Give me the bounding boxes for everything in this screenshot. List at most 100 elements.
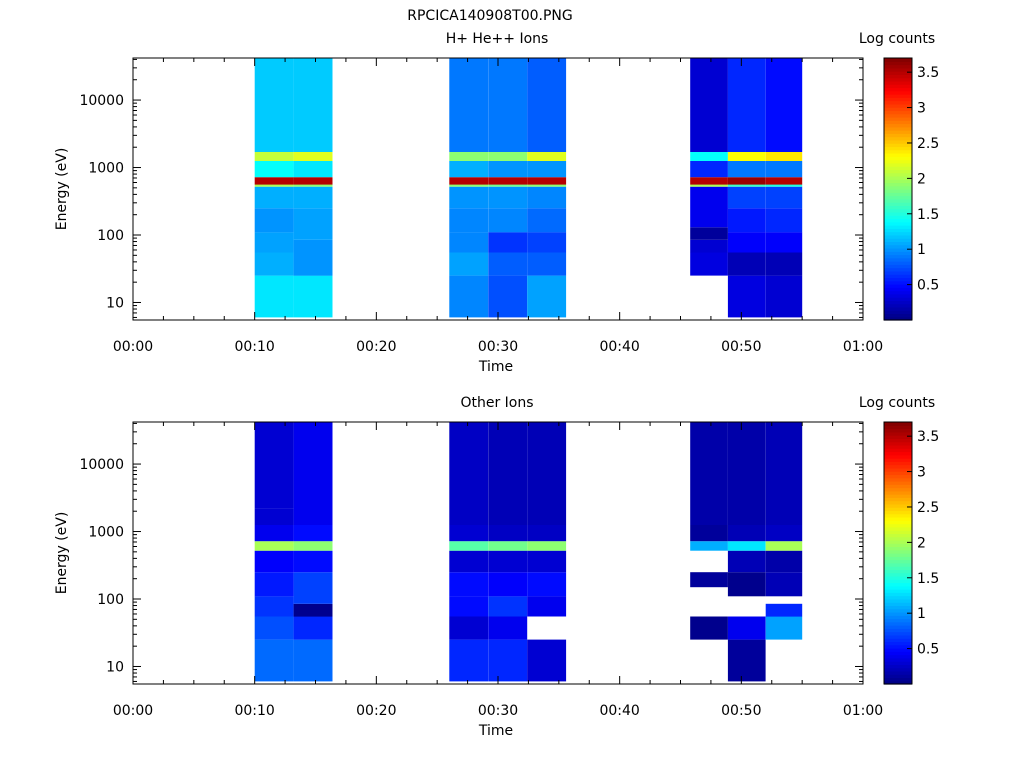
heatmap-cell [727, 252, 766, 276]
colorbar-frame [883, 421, 913, 685]
x-tick-label: 00:50 [721, 703, 761, 719]
heatmap-cell [488, 541, 528, 551]
heatmap-cell [527, 232, 567, 253]
colorbar-swatch [884, 444, 912, 449]
heatmap-cell [254, 152, 294, 161]
colorbar-swatch [884, 100, 912, 105]
colorbar-swatch [884, 162, 912, 167]
colorbar-swatch [884, 182, 912, 187]
colorbar-swatch [884, 87, 912, 92]
colorbar-swatch [884, 313, 912, 318]
colorbar-swatch [884, 579, 912, 584]
colorbar-tick-label: 3 [917, 465, 926, 481]
x-tick-label: 00:10 [234, 339, 274, 355]
heatmap-cell [293, 184, 333, 187]
x-tick-label: 00:10 [234, 703, 274, 719]
heatmap-cell [488, 161, 528, 178]
colorbar-tick-label: 0.5 [917, 642, 939, 658]
colorbar-swatch [884, 589, 912, 593]
heatmap-cell [727, 550, 766, 573]
heatmap-cell [449, 572, 489, 597]
heatmap-cell [765, 152, 803, 161]
heatmap-cell [765, 275, 803, 318]
colorbar-swatch [884, 575, 912, 580]
colorbar-swatch [884, 654, 912, 659]
colorbar-swatch [884, 94, 912, 98]
x-tick-label: 01:00 [843, 339, 883, 355]
colorbar-swatch [884, 113, 912, 118]
colorbar-swatch [884, 530, 912, 534]
heatmap-cell [293, 541, 333, 551]
colorbar-swatch [884, 185, 912, 190]
colorbar-swatch [884, 139, 912, 144]
colorbar-swatch [884, 84, 912, 89]
colorbar-swatch [884, 247, 912, 252]
heatmap-cell [449, 422, 489, 525]
colorbar-swatch [884, 202, 912, 206]
heatmap-cell [765, 550, 803, 573]
colorbar-tick-label: 1.5 [917, 571, 939, 587]
colorbar-swatch [884, 280, 912, 285]
heatmap-cell [488, 232, 528, 253]
y-axis-label: Energy (eV) [54, 148, 70, 231]
colorbar-swatch [884, 254, 912, 259]
colorbar-tick-label: 1 [917, 242, 926, 258]
heatmap-cell [488, 252, 528, 276]
x-tick-label: 00:30 [478, 339, 518, 355]
heatmap-cell [765, 541, 803, 551]
colorbar-swatch [884, 546, 912, 551]
colorbar-swatch [884, 316, 912, 321]
page-title: RPCICA140908T00.PNG [407, 8, 572, 24]
heatmap-cell [293, 177, 333, 185]
colorbar-swatch [884, 477, 912, 482]
heatmap-cell [488, 208, 528, 233]
colorbar-swatch [884, 562, 912, 567]
colorbar-swatch [884, 553, 912, 557]
heatmap-cells [254, 58, 803, 318]
heatmap-cell [527, 639, 567, 682]
heatmap-cell [254, 58, 294, 152]
colorbar-swatch [884, 441, 912, 446]
heatmap-cell [449, 186, 489, 209]
axes: 00:00 00:10 00:20 00:30 00:40 00:50 01:00 10 100… [79, 57, 883, 355]
colorbar-swatch [884, 71, 912, 75]
colorbar-tick-label: 1 [917, 606, 926, 622]
heatmap-cell [527, 550, 567, 573]
heatmap-cell [449, 252, 489, 276]
heatmap-cell [527, 422, 567, 525]
colorbar-swatch [884, 585, 912, 590]
colorbar-swatch [884, 667, 912, 672]
colorbar-swatch [884, 638, 912, 643]
colorbar-swatch [884, 146, 912, 151]
y-tick-label: 1000 [88, 525, 124, 541]
heatmap-cell [727, 186, 766, 209]
colorbar-swatch [884, 644, 912, 649]
colorbar-swatch [884, 543, 912, 548]
heatmap-cell [449, 550, 489, 573]
heatmap-cell [765, 161, 803, 178]
heatmap-cell [527, 161, 567, 178]
colorbar-swatch [884, 64, 912, 69]
heatmap-cell [449, 616, 489, 640]
panel-title: H+ He++ Ions [446, 31, 549, 47]
colorbar-swatch [884, 500, 912, 505]
colorbar-tick-label: 2.5 [917, 136, 939, 152]
colorbar-swatch [884, 116, 912, 121]
heatmap-cell [254, 541, 294, 551]
y-tick-label: 10 [106, 295, 124, 311]
colorbar-swatch [884, 120, 912, 125]
heatmap-cell [488, 525, 528, 542]
heatmap-cell [293, 275, 333, 318]
colorbar-tick-label: 3.5 [917, 429, 939, 445]
colorbar-swatch [884, 310, 912, 315]
heatmap-cell [765, 525, 803, 542]
colorbar-swatch [884, 647, 912, 652]
heatmap-cell [690, 422, 728, 525]
heatmap-cell [727, 177, 766, 185]
heatmap-cell [488, 596, 528, 617]
heatmap-cell [488, 550, 528, 573]
heatmap-cell [690, 177, 728, 185]
colorbar-swatch [884, 435, 912, 439]
heatmap-cell [293, 422, 333, 525]
heatmap-cell [254, 525, 294, 542]
